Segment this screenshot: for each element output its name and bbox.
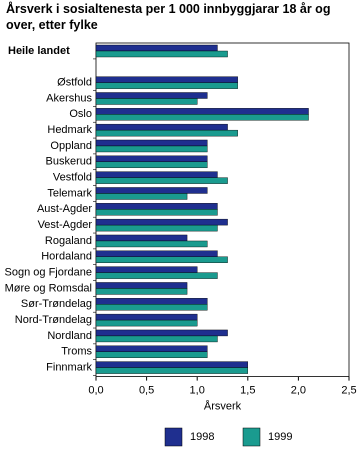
y-tick-label: Akershus bbox=[46, 92, 92, 104]
legend-swatch bbox=[242, 427, 261, 447]
y-tick-label: Hedmark bbox=[47, 124, 92, 136]
bar bbox=[95, 44, 218, 52]
bar bbox=[95, 171, 218, 178]
bar bbox=[95, 193, 188, 200]
y-tick-label: Hordaland bbox=[41, 251, 92, 263]
bar bbox=[95, 50, 228, 58]
y-tick-label: Sør-Trøndelag bbox=[21, 298, 92, 310]
bar bbox=[95, 209, 218, 216]
y-tick-label: Nord-Trøndelag bbox=[15, 314, 92, 326]
y-tick-label: Heile landet bbox=[8, 45, 70, 57]
x-axis-label: Årsverk bbox=[204, 400, 242, 413]
bar bbox=[95, 98, 198, 105]
y-tick-label: Rogaland bbox=[45, 235, 92, 247]
bar bbox=[95, 367, 249, 374]
y-tick-label: Vest-Agder bbox=[38, 219, 93, 231]
x-tick-label: 2,5 bbox=[341, 385, 356, 397]
bar bbox=[95, 240, 208, 248]
legend-label: 1998 bbox=[190, 431, 214, 443]
bar bbox=[95, 139, 208, 147]
bar bbox=[95, 123, 228, 131]
y-tick-label: Sogn og Fjordane bbox=[5, 267, 92, 279]
legend-swatch bbox=[164, 427, 183, 447]
bar bbox=[95, 218, 228, 226]
chart-title: Årsverk i sosialtenesta per 1 000 innbyg… bbox=[6, 1, 330, 32]
bar bbox=[95, 298, 208, 305]
legend-label: 1999 bbox=[268, 431, 292, 443]
y-tick-label: Vestfold bbox=[53, 172, 92, 184]
bar bbox=[95, 76, 238, 83]
bar bbox=[95, 288, 188, 295]
bar bbox=[95, 129, 238, 137]
x-tick-label: 1,0 bbox=[190, 385, 205, 397]
bar bbox=[95, 187, 208, 194]
y-tick-label: Telemark bbox=[47, 187, 92, 199]
bar bbox=[95, 203, 218, 210]
x-tick-label: 0,5 bbox=[139, 385, 154, 397]
x-tick-label: 2,0 bbox=[291, 385, 306, 397]
bar bbox=[95, 145, 208, 153]
x-tick-label: 1,5 bbox=[240, 385, 255, 397]
y-tick-label: Finnmark bbox=[46, 362, 92, 374]
bar bbox=[95, 272, 218, 279]
bar bbox=[95, 108, 309, 115]
bar bbox=[95, 304, 208, 311]
bar bbox=[95, 250, 218, 257]
bar bbox=[95, 361, 249, 368]
y-tick-label: Troms bbox=[61, 346, 92, 358]
bar bbox=[95, 256, 228, 263]
bar bbox=[95, 351, 208, 358]
bar bbox=[95, 266, 198, 273]
y-tick-label: Østfold bbox=[57, 77, 92, 89]
y-tick-label: Oppland bbox=[50, 140, 92, 152]
bar bbox=[95, 313, 198, 321]
bar bbox=[95, 319, 198, 327]
bar bbox=[95, 282, 188, 289]
bar bbox=[95, 82, 238, 89]
bar bbox=[95, 234, 188, 242]
bar bbox=[95, 329, 228, 337]
y-tick-label: Nordland bbox=[47, 330, 92, 342]
y-tick-label: Oslo bbox=[69, 108, 92, 120]
bar bbox=[95, 114, 309, 121]
bar bbox=[95, 92, 208, 99]
bar bbox=[95, 345, 208, 352]
x-tick-label: 0,0 bbox=[88, 385, 103, 397]
bar bbox=[95, 161, 208, 169]
y-tick-label: Møre og Romsdal bbox=[5, 282, 92, 294]
bar bbox=[95, 224, 218, 232]
bar bbox=[95, 177, 228, 184]
bar bbox=[95, 155, 208, 163]
y-tick-label: Aust-Agder bbox=[37, 203, 92, 215]
y-tick-label: Buskerud bbox=[46, 156, 92, 168]
bar bbox=[95, 335, 218, 343]
